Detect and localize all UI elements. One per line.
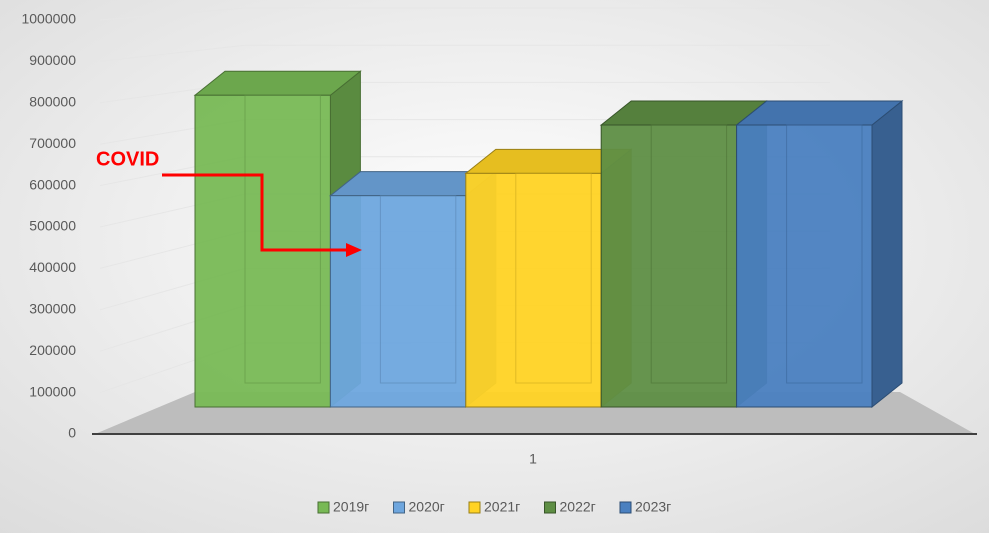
bar-front bbox=[465, 172, 602, 408]
annotation: COVID bbox=[96, 148, 159, 170]
grid-line bbox=[99, 44, 246, 62]
bar-top bbox=[193, 70, 362, 96]
y-tick-label: 200000 bbox=[29, 342, 76, 358]
bar-front bbox=[736, 124, 873, 408]
bar-inner bbox=[515, 172, 592, 384]
legend-label: 2022г bbox=[560, 499, 596, 515]
grid-line bbox=[99, 7, 246, 21]
bar-front bbox=[329, 195, 467, 408]
bar-inner bbox=[650, 124, 728, 384]
y-tick-label: 500000 bbox=[29, 218, 76, 234]
bar-inner bbox=[379, 195, 457, 384]
legend-swatch bbox=[544, 501, 556, 514]
y-tick-label: 600000 bbox=[29, 176, 76, 192]
legend-swatch bbox=[393, 501, 405, 514]
bar-top bbox=[735, 100, 904, 126]
bar-inner bbox=[244, 94, 321, 384]
y-tick-label: 100000 bbox=[29, 383, 76, 399]
legend-swatch bbox=[317, 501, 330, 514]
legend-label: 2019г bbox=[333, 499, 369, 515]
bar bbox=[735, 99, 904, 409]
annotation-arrowhead bbox=[346, 243, 362, 257]
legend-label: 2023г bbox=[635, 499, 671, 515]
bar-inner bbox=[786, 124, 863, 384]
bar-front bbox=[600, 124, 738, 408]
legend-swatch bbox=[468, 501, 481, 514]
annotation-arrow bbox=[162, 173, 350, 252]
y-tick-label: 800000 bbox=[29, 94, 76, 110]
x-tick-label: 1 bbox=[529, 451, 537, 467]
legend-swatch bbox=[619, 501, 632, 514]
y-tick-label: 300000 bbox=[29, 301, 76, 317]
y-tick-label: 0 bbox=[68, 425, 76, 441]
y-tick-label: 700000 bbox=[29, 135, 76, 151]
legend-label: 2021г bbox=[484, 499, 520, 515]
y-tick-label: 900000 bbox=[29, 52, 76, 68]
bar-side bbox=[871, 99, 903, 409]
legend-label: 2020г bbox=[409, 499, 445, 515]
y-tick-label: 400000 bbox=[29, 259, 76, 275]
y-tick-label: 1000000 bbox=[21, 11, 76, 27]
